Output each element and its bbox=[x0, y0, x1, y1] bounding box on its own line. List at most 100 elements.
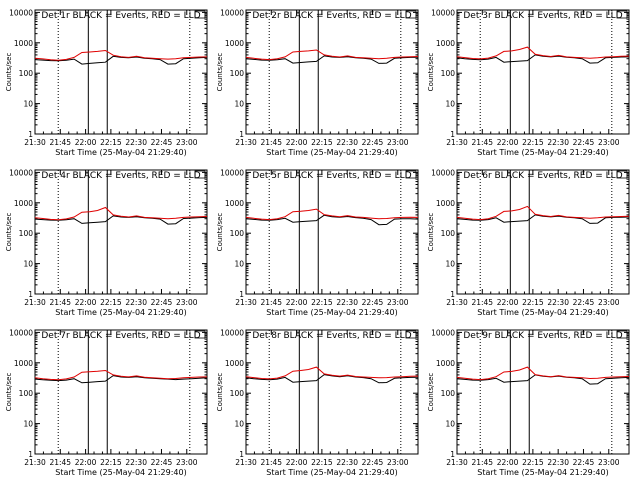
plot-frame bbox=[456, 329, 630, 455]
x-tick-label: 22:00 bbox=[497, 298, 519, 307]
plot-frame bbox=[34, 9, 208, 135]
y-tick-label: 100 bbox=[441, 389, 456, 398]
x-tick-label: 22:00 bbox=[286, 298, 308, 307]
y-axis-label: Counts/sec bbox=[216, 213, 224, 252]
lld-series-line bbox=[34, 49, 208, 61]
y-tick-label: 10 bbox=[445, 100, 455, 109]
y-axis-label: Counts/sec bbox=[427, 213, 435, 252]
y-tick-label: 10000 bbox=[220, 168, 244, 177]
y-tick-label: 100 bbox=[441, 69, 456, 78]
y-tick-label: 100 bbox=[230, 229, 245, 238]
plot-frame bbox=[245, 9, 419, 135]
y-tick-label: 1 bbox=[28, 450, 33, 459]
x-tick-label: 22:45 bbox=[362, 298, 384, 307]
y-tick-label: 1000 bbox=[14, 359, 33, 368]
x-tick-label: 22:30 bbox=[336, 138, 358, 147]
chart-title: Det 2r BLACK = Events, RED = LLD bbox=[252, 11, 411, 21]
x-tick-label: 23:00 bbox=[387, 138, 409, 147]
events-series-line bbox=[456, 54, 630, 64]
events-series-line bbox=[34, 215, 208, 225]
y-tick-label: 100 bbox=[230, 69, 245, 78]
x-tick-label: 21:30 bbox=[235, 458, 257, 467]
x-tick-label: 22:15 bbox=[311, 298, 333, 307]
y-tick-label: 10000 bbox=[9, 8, 33, 17]
chart-title: Det 1r BLACK = Events, RED = LLD bbox=[41, 11, 200, 21]
corner-marker bbox=[405, 330, 417, 339]
y-tick-label: 10 bbox=[23, 100, 33, 109]
y-tick-label: 1 bbox=[450, 450, 455, 459]
corner-marker bbox=[616, 330, 628, 339]
x-tick-label: 21:30 bbox=[446, 298, 468, 307]
y-tick-label: 1000 bbox=[225, 199, 244, 208]
x-tick-label: 22:00 bbox=[75, 138, 97, 147]
y-tick-label: 1 bbox=[450, 130, 455, 139]
events-series-line bbox=[34, 375, 208, 384]
x-tick-label: 22:45 bbox=[573, 138, 595, 147]
x-tick-label: 22:30 bbox=[336, 458, 358, 467]
x-tick-label: 22:15 bbox=[311, 138, 333, 147]
x-axis-label: Start Time (25-May-04 21:29:40) bbox=[266, 148, 397, 157]
lld-series-line bbox=[245, 366, 419, 380]
lld-series-line bbox=[245, 49, 419, 61]
x-tick-label: 22:00 bbox=[286, 138, 308, 147]
plot-frame bbox=[245, 169, 419, 295]
lld-series-line bbox=[245, 208, 419, 221]
y-axis-label: Counts/sec bbox=[5, 373, 13, 412]
x-tick-label: 22:15 bbox=[311, 458, 333, 467]
x-axis-label: Start Time (25-May-04 21:29:40) bbox=[477, 468, 608, 477]
x-axis-label: Start Time (25-May-04 21:29:40) bbox=[55, 308, 186, 317]
corner-marker bbox=[405, 170, 417, 179]
chart-title: Det 3r BLACK = Events, RED = LLD bbox=[463, 11, 622, 21]
x-tick-label: 22:45 bbox=[362, 138, 384, 147]
x-tick-label: 21:45 bbox=[471, 298, 493, 307]
y-tick-label: 10000 bbox=[431, 8, 455, 17]
lld-series-line bbox=[34, 206, 208, 221]
events-series-line bbox=[245, 374, 419, 384]
x-tick-label: 22:15 bbox=[100, 138, 122, 147]
y-tick-label: 10 bbox=[445, 260, 455, 269]
x-axis-label: Start Time (25-May-04 21:29:40) bbox=[266, 468, 397, 477]
plot-frame bbox=[34, 169, 208, 295]
y-tick-label: 1000 bbox=[436, 359, 455, 368]
x-tick-label: 23:00 bbox=[387, 298, 409, 307]
x-tick-label: 23:00 bbox=[176, 138, 198, 147]
y-axis-label: Counts/sec bbox=[5, 53, 13, 92]
x-axis-label: Start Time (25-May-04 21:29:40) bbox=[266, 308, 397, 317]
x-tick-label: 21:30 bbox=[235, 298, 257, 307]
x-tick-label: 22:15 bbox=[522, 298, 544, 307]
plot-frame bbox=[245, 329, 419, 455]
y-tick-label: 100 bbox=[19, 69, 34, 78]
x-tick-label: 22:00 bbox=[497, 138, 519, 147]
x-tick-label: 21:45 bbox=[260, 458, 282, 467]
chart-panel-8: Det 8r BLACK = Events, RED = LLD 1 10 100 10… bbox=[216, 328, 419, 477]
lld-series-line bbox=[456, 366, 630, 381]
chart-title: Det 5r BLACK = Events, RED = LLD bbox=[252, 171, 411, 181]
y-tick-label: 10 bbox=[445, 420, 455, 429]
y-axis-label: Counts/sec bbox=[427, 53, 435, 92]
plot-frame bbox=[456, 169, 630, 295]
chart-panel-1: Det 1r BLACK = Events, RED = LLD 1 10 100 10… bbox=[5, 8, 208, 157]
corner-marker bbox=[405, 10, 417, 19]
y-axis-label: Counts/sec bbox=[216, 53, 224, 92]
y-tick-label: 1000 bbox=[14, 199, 33, 208]
y-tick-label: 10 bbox=[234, 260, 244, 269]
y-tick-label: 10000 bbox=[431, 328, 455, 337]
x-tick-label: 23:00 bbox=[176, 458, 198, 467]
corner-marker bbox=[616, 170, 628, 179]
y-tick-label: 1 bbox=[239, 130, 244, 139]
x-tick-label: 21:30 bbox=[446, 458, 468, 467]
x-tick-label: 21:30 bbox=[24, 298, 46, 307]
y-tick-label: 1000 bbox=[225, 39, 244, 48]
x-tick-label: 22:45 bbox=[362, 458, 384, 467]
y-tick-label: 1 bbox=[450, 290, 455, 299]
y-tick-label: 10000 bbox=[431, 168, 455, 177]
y-tick-label: 10 bbox=[234, 420, 244, 429]
x-tick-label: 22:15 bbox=[100, 458, 122, 467]
x-tick-label: 22:30 bbox=[547, 138, 569, 147]
lld-series-line bbox=[34, 369, 208, 381]
chart-panel-5: Det 5r BLACK = Events, RED = LLD 1 10 100 10… bbox=[216, 168, 419, 317]
events-series-line bbox=[456, 214, 630, 224]
x-tick-label: 22:15 bbox=[522, 458, 544, 467]
plot-frame bbox=[34, 329, 208, 455]
x-tick-label: 21:30 bbox=[24, 458, 46, 467]
